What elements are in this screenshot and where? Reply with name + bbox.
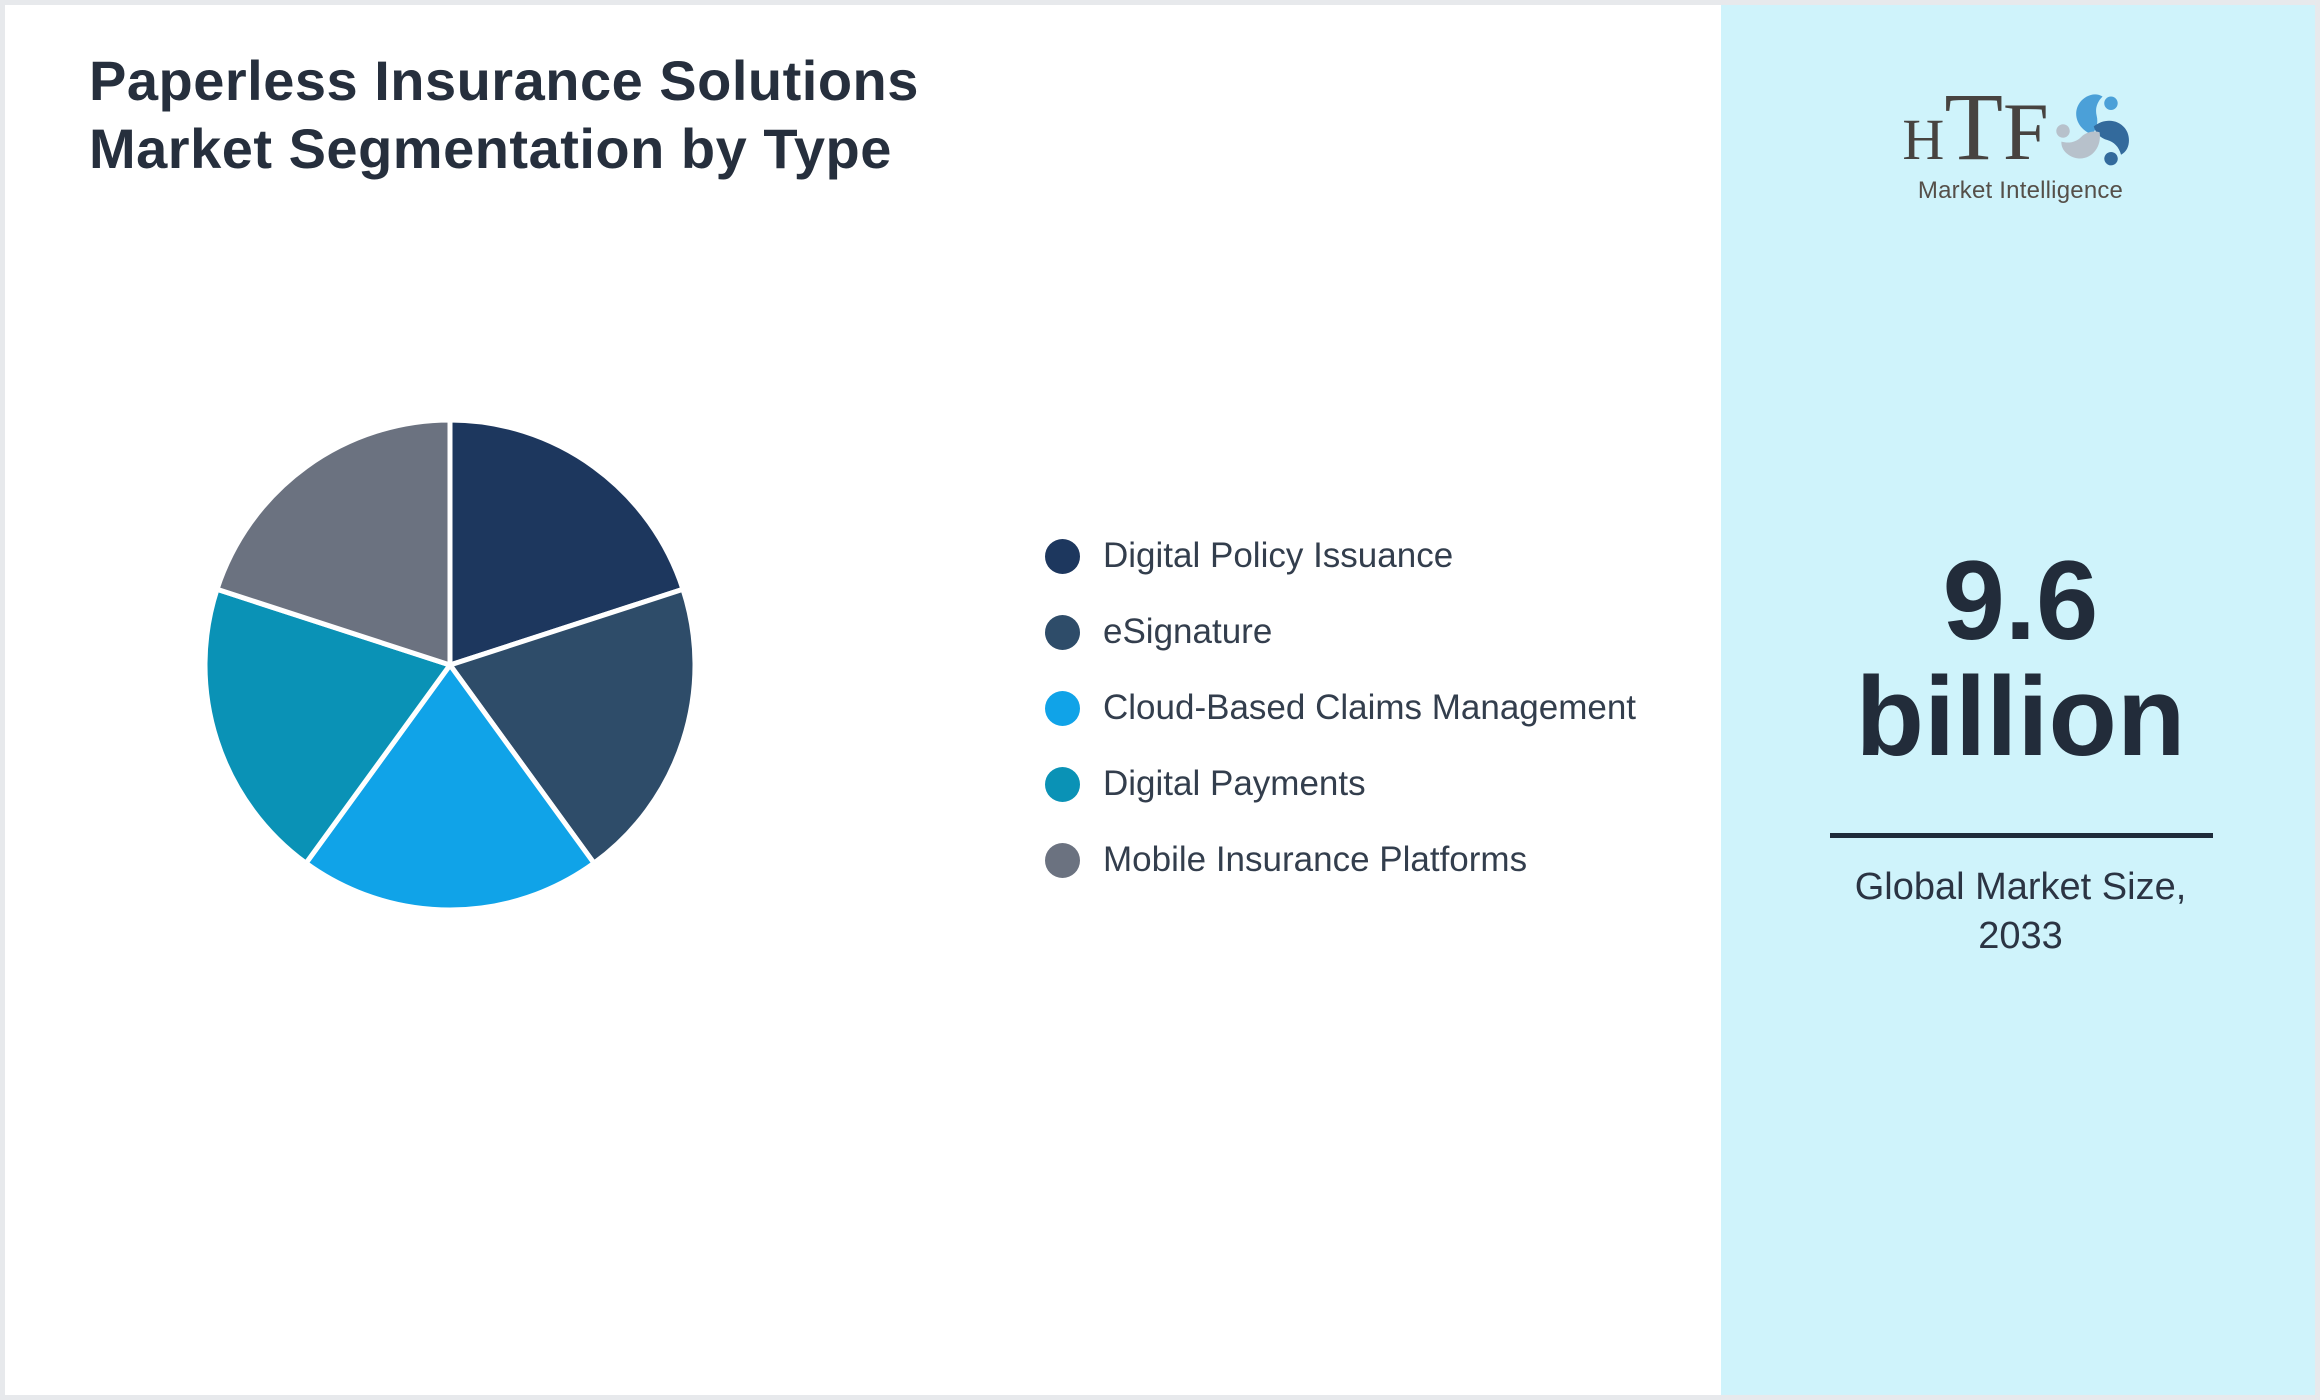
market-size-unit: billion xyxy=(1855,654,2186,779)
pie-slice xyxy=(447,586,698,866)
legend-label: Cloud-Based Claims Management xyxy=(1103,688,1637,727)
legend-item: Cloud-Based Claims Management xyxy=(1045,670,1636,746)
legend-item: Mobile Insurance Platforms xyxy=(1045,822,1636,898)
caption-line2: 2033 xyxy=(1978,915,2063,957)
legend-swatch-icon xyxy=(1045,538,1080,574)
divider xyxy=(1830,833,2213,838)
legend-label: Digital Policy Issuance xyxy=(1103,536,1454,575)
pie-slice xyxy=(202,586,453,866)
legend-label: Mobile Insurance Platforms xyxy=(1103,840,1528,879)
legend-item: Digital Policy Issuance xyxy=(1045,518,1636,594)
pie-slice xyxy=(303,662,597,913)
legend-item: eSignature xyxy=(1045,594,1636,670)
legend-swatch-icon xyxy=(1045,690,1080,726)
legend-swatch-icon xyxy=(1045,614,1080,650)
chart-area: Paperless Insurance Solutions Market Seg… xyxy=(5,5,1716,1395)
market-size-stat: 9.6 billion xyxy=(1721,538,2315,779)
legend-swatch-icon xyxy=(1045,842,1080,878)
pie-chart xyxy=(202,417,698,913)
market-size-value: 9.6 xyxy=(1942,538,2099,663)
legend-swatch-icon xyxy=(1045,766,1080,802)
legend-item: Digital Payments xyxy=(1045,746,1636,822)
legend-label: Digital Payments xyxy=(1103,764,1366,803)
legend-label: eSignature xyxy=(1103,612,1273,651)
pie-slice xyxy=(447,417,686,668)
page-title: Paperless Insurance Solutions Market Seg… xyxy=(89,47,919,183)
legend: Digital Policy Issuance eSignature Cloud… xyxy=(1045,518,1636,898)
dolphin-swirl-icon xyxy=(2055,94,2129,166)
page-title-line2: Market Segmentation by Type xyxy=(89,117,892,180)
pie-slice xyxy=(214,417,453,668)
page-title-line1: Paperless Insurance Solutions xyxy=(89,49,919,112)
logo-subtitle: Market Intelligence xyxy=(1917,177,2124,204)
caption-line1: Global Market Size, xyxy=(1854,866,2187,908)
market-size-caption: Global Market Size, 2033 xyxy=(1721,863,2315,961)
